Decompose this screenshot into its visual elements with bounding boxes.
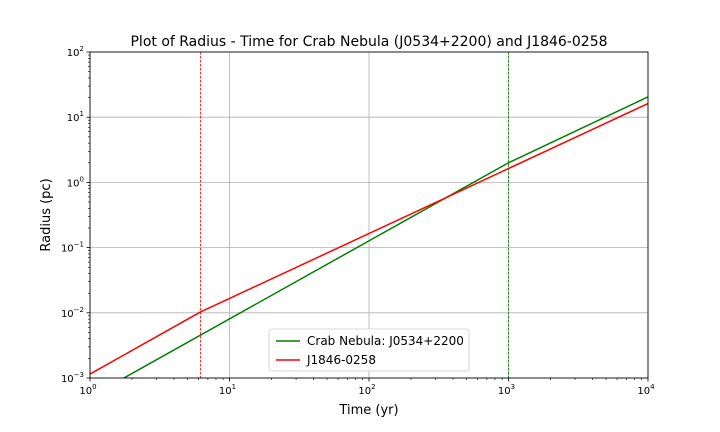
- x-axis-title: Time (yr): [338, 403, 398, 418]
- chart-title: Plot of Radius - Time for Crab Nebula (J…: [130, 34, 607, 50]
- y-tick-label-exponent: 1: [80, 110, 84, 118]
- y-tick-label-exponent: 2: [80, 45, 84, 53]
- x-tick-label: 103: [498, 383, 515, 397]
- x-tick-label-base: 10: [637, 386, 650, 397]
- y-tick-label-base: 10: [67, 178, 80, 189]
- x-tick-label-exponent: 1: [232, 383, 236, 391]
- series-line-0: [123, 96, 649, 379]
- y-axis-title: Radius (pc): [39, 178, 54, 251]
- y-tick-label-base: 10: [61, 244, 74, 255]
- legend-label-0: Crab Nebula: J0534+2200: [307, 334, 464, 348]
- x-tick-label: 101: [219, 383, 236, 397]
- x-tick-label: 100: [79, 383, 96, 397]
- y-tick-label: 101: [67, 110, 84, 124]
- x-tick-label: 102: [358, 383, 375, 397]
- y-tick-label-base: 10: [61, 309, 74, 320]
- x-tick-label-exponent: 3: [511, 383, 515, 391]
- y-tick-label-exponent: −3: [74, 371, 84, 379]
- y-tick-label-exponent: −2: [74, 306, 84, 314]
- y-tick-label-exponent: −1: [74, 241, 84, 249]
- y-tick-label: 10−3: [61, 371, 84, 385]
- x-tick-label-base: 10: [79, 386, 92, 397]
- x-tick-label-exponent: 0: [92, 383, 96, 391]
- x-tick-label-exponent: 2: [371, 383, 375, 391]
- x-tick-label-base: 10: [219, 386, 232, 397]
- legend: Crab Nebula: J0534+2200 J1846-0258: [268, 328, 470, 372]
- y-tick-label-base: 10: [67, 48, 80, 59]
- x-tick-label-base: 10: [498, 386, 511, 397]
- x-tick-label-exponent: 4: [650, 383, 655, 391]
- y-tick-label-exponent: 0: [80, 175, 84, 183]
- legend-box: [268, 328, 470, 372]
- y-tick-label: 102: [67, 45, 84, 59]
- x-tick-label-base: 10: [358, 386, 371, 397]
- vertical-markers: [200, 52, 509, 378]
- x-tick-label: 104: [637, 383, 655, 397]
- series-line-1: [89, 102, 649, 375]
- y-tick-label: 100: [67, 175, 84, 189]
- y-tick-label-base: 10: [67, 113, 80, 124]
- y-tick-label: 10−2: [61, 306, 84, 320]
- series-lines: [89, 96, 649, 379]
- legend-label-1: J1846-0258: [306, 353, 376, 367]
- y-tick-label: 10−1: [61, 241, 84, 255]
- x-axis-ticks: 100 101 102 103 104: [79, 378, 655, 397]
- y-tick-label-base: 10: [61, 374, 74, 385]
